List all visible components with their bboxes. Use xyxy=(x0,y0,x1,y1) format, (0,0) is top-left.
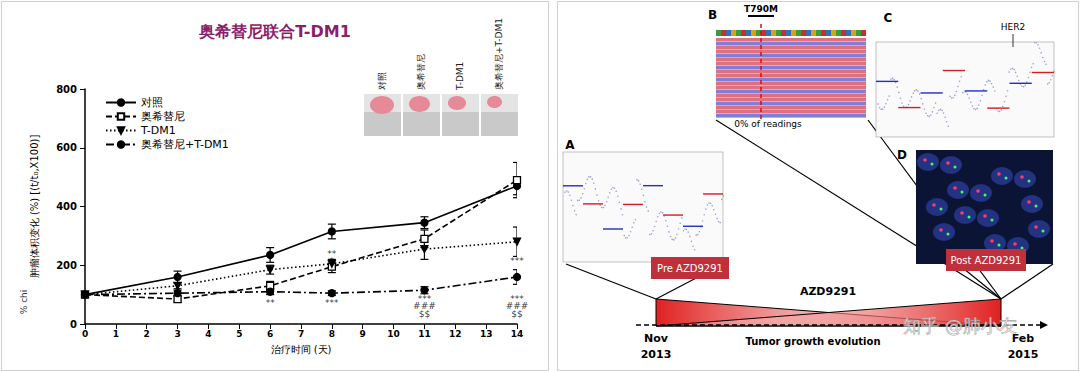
svg-text:12: 12 xyxy=(449,329,462,339)
svg-text:2015: 2015 xyxy=(1008,348,1039,361)
svg-text:800: 800 xyxy=(56,84,77,95)
svg-text:Pre AZD9291: Pre AZD9291 xyxy=(657,263,723,274)
svg-text:对照: 对照 xyxy=(377,72,387,90)
svg-text:对照: 对照 xyxy=(141,96,163,109)
svg-text:2: 2 xyxy=(144,329,150,339)
svg-text:B: B xyxy=(708,8,717,22)
svg-text:T790M: T790M xyxy=(744,4,778,14)
svg-text:奥希替尼: 奥希替尼 xyxy=(141,110,185,123)
svg-text:Tumor growth evolution: Tumor growth evolution xyxy=(745,336,880,347)
svg-text:13: 13 xyxy=(480,329,493,339)
svg-text:AZD9291: AZD9291 xyxy=(800,285,856,298)
svg-text:A: A xyxy=(565,138,575,152)
svg-text:5: 5 xyxy=(236,329,242,339)
svg-text:知乎 @肺小友: 知乎 @肺小友 xyxy=(903,315,1017,336)
svg-text:1: 1 xyxy=(113,329,119,339)
svg-text:肿瘤体积变化 (%) [(t/t₀,X100)]: 肿瘤体积变化 (%) [(t/t₀,X100)] xyxy=(29,135,40,279)
svg-text:奥希替尼+T-DM1: 奥希替尼+T-DM1 xyxy=(141,138,229,151)
svg-text:$$: $$ xyxy=(419,309,430,319)
svg-text:C: C xyxy=(884,11,893,25)
svg-text:$$: $$ xyxy=(511,309,522,319)
svg-text:治疗时间 (天): 治疗时间 (天) xyxy=(271,344,332,355)
svg-text:T-DM1: T-DM1 xyxy=(455,62,465,91)
svg-text:10: 10 xyxy=(387,329,400,339)
svg-text:3: 3 xyxy=(174,329,180,339)
svg-text:T-DM1: T-DM1 xyxy=(140,124,176,137)
svg-text:6: 6 xyxy=(267,329,273,339)
svg-text:Feb: Feb xyxy=(1011,332,1035,345)
svg-text:***: *** xyxy=(325,298,339,308)
svg-text:0: 0 xyxy=(70,319,77,330)
svg-text:奥希替尼+T-DM1: 奥希替尼+T-DM1 xyxy=(494,18,504,90)
svg-text:奥希替尼联合T-DM1: 奥希替尼联合T-DM1 xyxy=(198,22,351,41)
svg-text:9: 9 xyxy=(360,329,366,339)
svg-text:D: D xyxy=(897,148,907,162)
svg-text:***: *** xyxy=(510,256,524,266)
svg-text:400: 400 xyxy=(56,201,77,212)
svg-text:8: 8 xyxy=(329,329,335,339)
svg-text:HER2: HER2 xyxy=(1001,22,1025,32)
svg-text:% chi: % chi xyxy=(19,290,29,315)
svg-text:0: 0 xyxy=(82,329,88,339)
svg-text:**: ** xyxy=(266,298,276,308)
svg-text:4: 4 xyxy=(205,329,211,339)
svg-text:*: * xyxy=(330,256,335,266)
svg-text:7: 7 xyxy=(298,329,304,339)
svg-text:2013: 2013 xyxy=(641,348,672,361)
svg-text:11: 11 xyxy=(418,329,431,339)
svg-text:600: 600 xyxy=(56,142,77,153)
svg-text:Nov: Nov xyxy=(644,332,669,345)
svg-text:Post AZD9291: Post AZD9291 xyxy=(951,255,1022,266)
svg-text:14: 14 xyxy=(511,329,524,339)
svg-text:奥希替尼: 奥希替尼 xyxy=(416,54,426,90)
svg-text:0% of readings: 0% of readings xyxy=(734,119,802,129)
svg-text:200: 200 xyxy=(56,260,77,271)
